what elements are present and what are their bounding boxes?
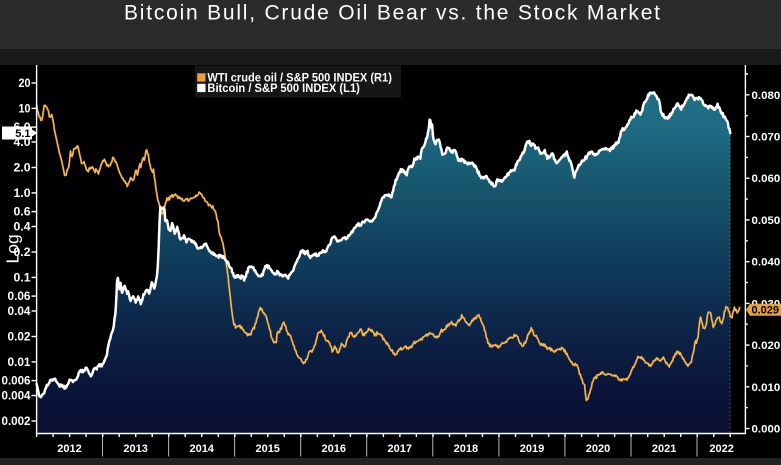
svg-text:0.2: 0.2 <box>14 247 31 259</box>
svg-text:2019: 2019 <box>520 443 544 455</box>
svg-text:2013: 2013 <box>123 443 147 455</box>
svg-text:0.070: 0.070 <box>752 132 781 144</box>
svg-text:2021: 2021 <box>652 443 676 455</box>
svg-text:0.1: 0.1 <box>14 272 32 284</box>
svg-text:0.002: 0.002 <box>2 416 31 428</box>
svg-text:Log: Log <box>3 234 23 263</box>
svg-text:2012: 2012 <box>57 443 81 455</box>
svg-text:Bitcoin / S&P 500 INDEX (L1): Bitcoin / S&P 500 INDEX (L1) <box>207 81 360 95</box>
svg-text:0.004: 0.004 <box>2 391 32 403</box>
svg-text:0.006: 0.006 <box>2 376 31 388</box>
svg-text:0.060: 0.060 <box>752 173 781 185</box>
svg-text:0.029: 0.029 <box>752 304 780 316</box>
svg-text:2020: 2020 <box>586 443 610 455</box>
svg-text:0.4: 0.4 <box>14 222 32 234</box>
svg-text:0.02: 0.02 <box>8 332 31 344</box>
svg-text:10: 10 <box>19 103 31 115</box>
svg-text:1.0: 1.0 <box>14 188 31 200</box>
svg-text:0.01: 0.01 <box>8 357 32 369</box>
svg-text:0.010: 0.010 <box>752 382 781 394</box>
svg-text:2018: 2018 <box>454 443 478 455</box>
svg-text:2022: 2022 <box>709 443 733 455</box>
svg-text:4.0: 4.0 <box>14 137 31 149</box>
svg-text:0.06: 0.06 <box>8 291 31 303</box>
svg-text:2016: 2016 <box>322 443 346 455</box>
svg-text:Bitcoin Bull, Crude Oil Bear v: Bitcoin Bull, Crude Oil Bear vs. the Sto… <box>124 2 660 25</box>
svg-text:0.04: 0.04 <box>8 306 32 318</box>
svg-text:2015: 2015 <box>255 443 279 455</box>
svg-text:0.6: 0.6 <box>14 207 31 219</box>
svg-text:WTI crude oil / S&P 500 INDEX: WTI crude oil / S&P 500 INDEX (R1) <box>207 71 392 85</box>
svg-text:0.050: 0.050 <box>752 215 781 227</box>
svg-text:0.000: 0.000 <box>752 424 781 436</box>
svg-text:0.080: 0.080 <box>752 90 781 102</box>
svg-text:5.1: 5.1 <box>15 128 30 140</box>
svg-text:2017: 2017 <box>388 443 412 455</box>
svg-text:0.040: 0.040 <box>752 257 781 269</box>
svg-text:2.0: 2.0 <box>14 163 31 175</box>
svg-text:0.020: 0.020 <box>752 340 781 352</box>
svg-text:20: 20 <box>19 78 31 90</box>
svg-text:2014: 2014 <box>189 443 214 455</box>
